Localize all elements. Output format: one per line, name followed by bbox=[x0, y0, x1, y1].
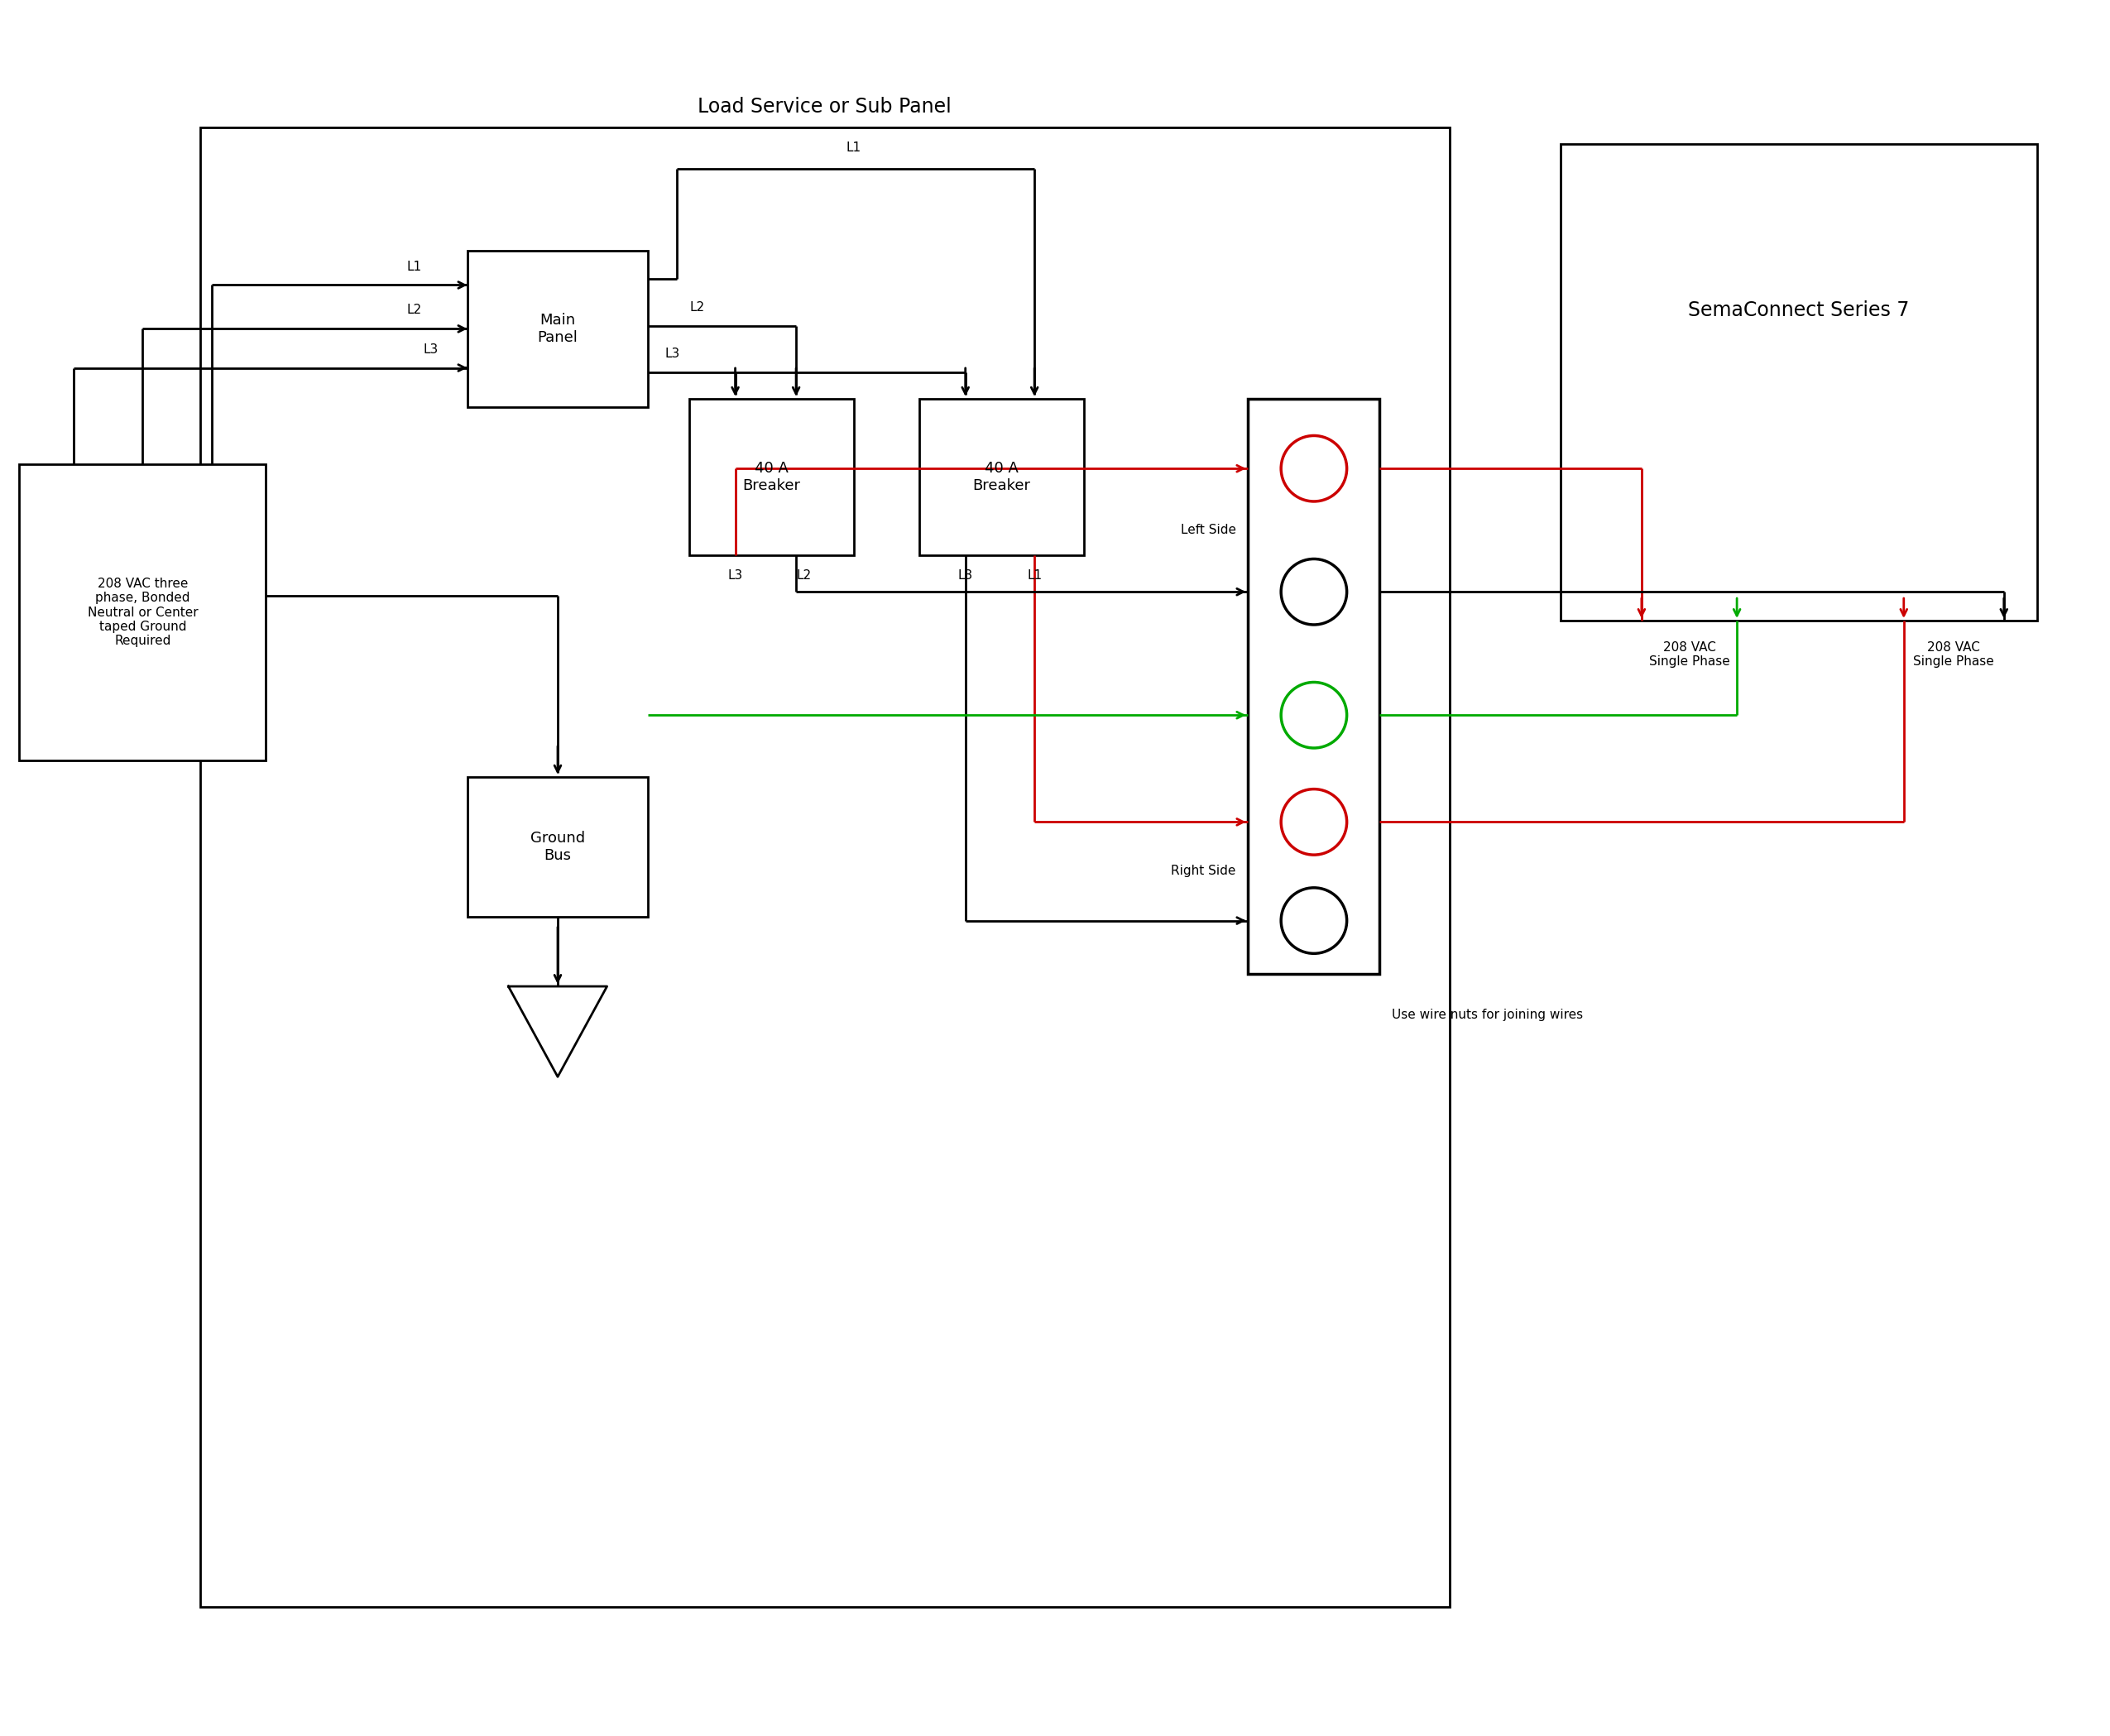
Text: L2: L2 bbox=[798, 569, 812, 582]
Text: L1: L1 bbox=[407, 260, 422, 273]
Text: Load Service or Sub Panel: Load Service or Sub Panel bbox=[698, 97, 952, 116]
Text: L3: L3 bbox=[665, 347, 679, 359]
Text: Main
Panel: Main Panel bbox=[538, 312, 578, 345]
Text: Right Side: Right Side bbox=[1171, 865, 1236, 877]
Text: L3: L3 bbox=[728, 569, 743, 582]
Text: L3: L3 bbox=[424, 344, 439, 356]
Circle shape bbox=[1281, 559, 1346, 625]
Bar bbox=[466, 776, 648, 917]
Text: 208 VAC
Single Phase: 208 VAC Single Phase bbox=[1914, 641, 1994, 668]
Bar bbox=[1249, 399, 1380, 974]
Circle shape bbox=[1281, 887, 1346, 953]
Text: L3: L3 bbox=[958, 569, 973, 582]
Text: 40 A
Breaker: 40 A Breaker bbox=[973, 460, 1030, 493]
Text: 208 VAC
Single Phase: 208 VAC Single Phase bbox=[1648, 641, 1730, 668]
Bar bbox=[19, 465, 266, 760]
Circle shape bbox=[1281, 682, 1346, 748]
Text: SemaConnect Series 7: SemaConnect Series 7 bbox=[1688, 300, 1910, 321]
Text: L2: L2 bbox=[690, 300, 705, 312]
Text: Use wire nuts for joining wires: Use wire nuts for joining wires bbox=[1393, 1009, 1582, 1021]
Bar bbox=[200, 127, 1450, 1608]
Text: L1: L1 bbox=[846, 141, 861, 155]
Circle shape bbox=[1281, 436, 1346, 502]
Bar bbox=[1561, 144, 2038, 620]
Text: L2: L2 bbox=[407, 304, 422, 316]
Bar bbox=[920, 399, 1085, 556]
Bar bbox=[690, 399, 855, 556]
Text: 40 A
Breaker: 40 A Breaker bbox=[743, 460, 800, 493]
Text: Left Side: Left Side bbox=[1179, 524, 1236, 536]
Bar bbox=[466, 250, 648, 406]
Text: Ground
Bus: Ground Bus bbox=[530, 830, 584, 863]
Text: L1: L1 bbox=[1028, 569, 1042, 582]
Circle shape bbox=[1281, 790, 1346, 854]
Text: 208 VAC three
phase, Bonded
Neutral or Center
taped Ground
Required: 208 VAC three phase, Bonded Neutral or C… bbox=[87, 578, 198, 648]
